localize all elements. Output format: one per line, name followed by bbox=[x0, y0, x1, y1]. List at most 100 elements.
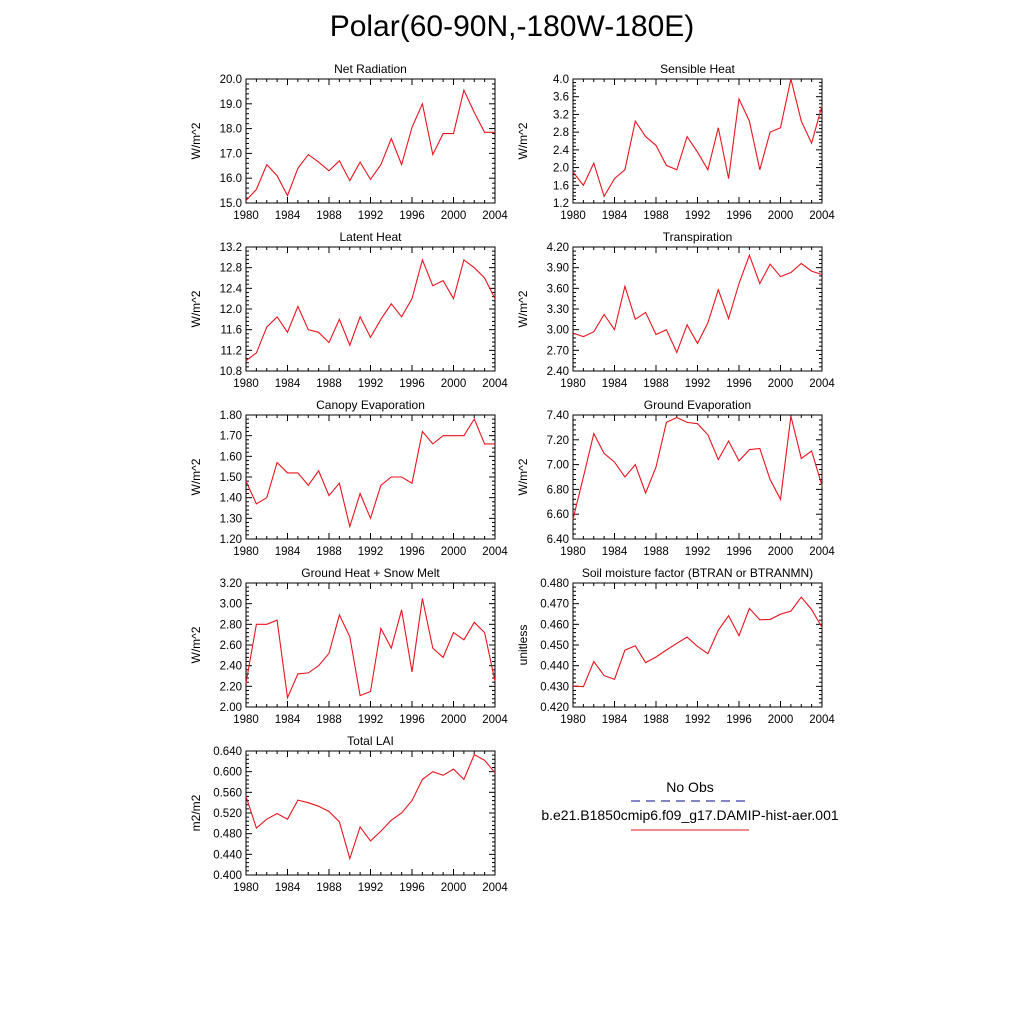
y-tick-label: 0.640 bbox=[213, 746, 242, 758]
panel-6: 1980 1984 1988 1992 1996 2000 2004 6.40 6.60 6.80… bbox=[516, 398, 835, 558]
panel-3: 1980 1984 1988 1992 1996 2000 2004 10.8 11.2 11.6… bbox=[189, 230, 508, 390]
x-tick-label: 1980 bbox=[233, 546, 259, 558]
plot-frame bbox=[572, 582, 823, 708]
x-tick-label: 1984 bbox=[275, 210, 301, 222]
panel-7: 1980 1984 1988 1992 1996 2000 2004 2.00 2.20 2.40… bbox=[189, 566, 508, 726]
x-tick-label: 2000 bbox=[441, 210, 467, 222]
x-tick-label: 2004 bbox=[482, 210, 508, 222]
y-tick-label: 13.2 bbox=[220, 242, 242, 254]
x-tick-label: 1984 bbox=[275, 882, 301, 894]
x-tick-label: 1996 bbox=[399, 882, 425, 894]
y-tick-label: 3.90 bbox=[547, 263, 569, 275]
y-tick-label: 0.420 bbox=[540, 702, 569, 714]
series-line bbox=[572, 596, 823, 688]
y-tick-label: 1.30 bbox=[220, 513, 242, 525]
series-line bbox=[245, 598, 496, 700]
plot-frame bbox=[245, 750, 496, 876]
x-tick-label: 1992 bbox=[358, 882, 384, 894]
x-tick-label: 2004 bbox=[482, 546, 508, 558]
x-tick-label: 1980 bbox=[233, 882, 259, 894]
x-tick-label: 1988 bbox=[643, 210, 669, 222]
x-tick-label: 1988 bbox=[316, 210, 342, 222]
y-tick-label: 2.70 bbox=[547, 345, 569, 357]
series-line bbox=[245, 753, 496, 861]
panel-title: Sensible Heat bbox=[660, 62, 735, 76]
x-tick-label: 2000 bbox=[441, 882, 467, 894]
x-tick-label: 1980 bbox=[560, 210, 586, 222]
y-tick-label: 11.2 bbox=[220, 345, 242, 357]
x-tick-label: 1984 bbox=[275, 714, 301, 726]
panel-title: Canopy Evaporation bbox=[316, 398, 425, 412]
x-tick-label: 2004 bbox=[482, 882, 508, 894]
x-tick-label: 1996 bbox=[726, 378, 752, 390]
plot-frame bbox=[572, 246, 823, 372]
x-tick-label: 2000 bbox=[441, 546, 467, 558]
y-tick-label: 0.600 bbox=[213, 767, 242, 779]
x-tick-label: 1988 bbox=[316, 378, 342, 390]
y-tick-label: 1.20 bbox=[220, 534, 242, 546]
x-tick-label: 1992 bbox=[685, 714, 711, 726]
y-axis-label: W/m^2 bbox=[516, 290, 530, 327]
y-tick-label: 0.520 bbox=[213, 808, 242, 820]
x-tick-label: 1984 bbox=[602, 210, 628, 222]
panel-9: 1980 1984 1988 1992 1996 2000 2004 0.400 0.440 0.… bbox=[189, 734, 508, 894]
x-tick-label: 2004 bbox=[809, 546, 835, 558]
y-tick-label: 2.0 bbox=[553, 163, 569, 175]
panel-4: 1980 1984 1988 1992 1996 2000 2004 2.40 2.70 3.00… bbox=[516, 230, 835, 390]
y-tick-label: 7.00 bbox=[547, 460, 569, 472]
x-tick-label: 1992 bbox=[685, 210, 711, 222]
y-tick-label: 6.40 bbox=[547, 534, 569, 546]
y-tick-label: 0.430 bbox=[540, 681, 569, 693]
y-tick-label: 6.80 bbox=[547, 484, 569, 496]
y-tick-label: 12.4 bbox=[220, 283, 243, 295]
y-tick-label: 1.2 bbox=[553, 198, 569, 210]
x-tick-label: 1996 bbox=[726, 210, 752, 222]
panel-5: 1980 1984 1988 1992 1996 2000 2004 1.20 1.30 1.40… bbox=[189, 398, 508, 558]
y-tick-label: 6.60 bbox=[547, 509, 569, 521]
x-tick-label: 1988 bbox=[643, 378, 669, 390]
x-tick-label: 2000 bbox=[441, 378, 467, 390]
panel-1: 1980 1984 1988 1992 1996 2000 2004 15.0 16.0 17.0… bbox=[189, 62, 508, 222]
y-tick-label: 0.400 bbox=[213, 870, 242, 882]
y-tick-label: 10.8 bbox=[220, 366, 242, 378]
y-tick-label: 15.0 bbox=[220, 198, 242, 210]
y-tick-label: 1.70 bbox=[220, 431, 242, 443]
y-tick-label: 17.0 bbox=[220, 148, 242, 160]
y-tick-label: 2.00 bbox=[220, 702, 242, 714]
y-tick-label: 12.8 bbox=[220, 263, 242, 275]
x-tick-label: 1996 bbox=[399, 546, 425, 558]
x-tick-label: 1992 bbox=[358, 378, 384, 390]
y-tick-label: 2.20 bbox=[220, 681, 242, 693]
y-tick-label: 3.2 bbox=[553, 109, 569, 121]
x-tick-label: 1984 bbox=[275, 546, 301, 558]
x-tick-label: 1992 bbox=[358, 714, 384, 726]
legend-obs-label: No Obs bbox=[666, 779, 713, 795]
plot-frame bbox=[572, 78, 823, 204]
panel-8: 1980 1984 1988 1992 1996 2000 2004 0.420 0.430 0.… bbox=[516, 566, 835, 726]
x-tick-label: 1988 bbox=[316, 714, 342, 726]
x-tick-label: 1988 bbox=[643, 546, 669, 558]
y-axis-label: W/m^2 bbox=[189, 626, 203, 663]
x-tick-label: 1996 bbox=[726, 714, 752, 726]
y-tick-label: 7.40 bbox=[547, 410, 569, 422]
panel-title: Total LAI bbox=[347, 734, 394, 748]
x-tick-label: 1992 bbox=[685, 546, 711, 558]
x-tick-label: 1996 bbox=[399, 714, 425, 726]
legend: No Obs b.e21.B1850cmip6.f09_g17.DAMIP-his… bbox=[541, 779, 839, 831]
x-tick-label: 1992 bbox=[358, 546, 384, 558]
y-tick-label: 2.60 bbox=[220, 640, 242, 652]
x-tick-label: 1996 bbox=[399, 378, 425, 390]
y-tick-label: 0.560 bbox=[213, 787, 242, 799]
panel-2: 1980 1984 1988 1992 1996 2000 2004 1.2 1.6 2.0 2.4… bbox=[516, 62, 835, 222]
x-tick-label: 2000 bbox=[768, 378, 794, 390]
x-tick-label: 1992 bbox=[685, 378, 711, 390]
y-tick-label: 2.40 bbox=[547, 366, 569, 378]
panel-title: Ground Heat + Snow Melt bbox=[301, 566, 440, 580]
x-tick-label: 1984 bbox=[602, 378, 628, 390]
y-tick-label: 19.0 bbox=[220, 99, 242, 111]
x-tick-label: 2000 bbox=[768, 546, 794, 558]
y-tick-label: 0.470 bbox=[540, 599, 569, 611]
y-tick-label: 11.6 bbox=[220, 325, 242, 337]
y-axis-label: W/m^2 bbox=[516, 122, 530, 159]
